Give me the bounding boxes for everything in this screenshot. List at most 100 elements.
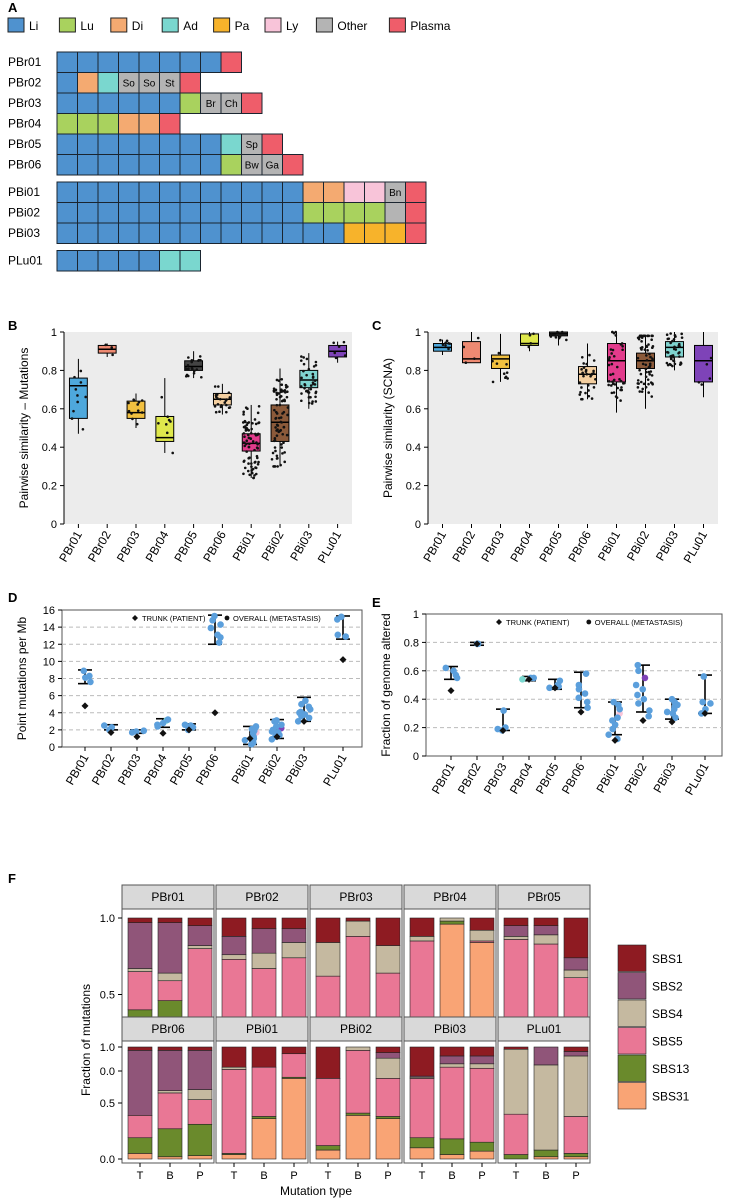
data-point <box>584 391 587 395</box>
metastasis-point <box>278 721 285 729</box>
data-point <box>619 343 623 346</box>
data-point <box>300 392 303 395</box>
y-tick-label: 0 <box>415 519 421 531</box>
data-point <box>251 440 255 443</box>
signature-segment-sbs1 <box>187 917 213 926</box>
site-cell-li <box>282 202 304 224</box>
site-cell-li <box>118 222 140 244</box>
data-point <box>70 417 74 420</box>
x-tick-label: B <box>260 1170 267 1182</box>
data-point <box>473 357 476 360</box>
data-point <box>228 406 232 409</box>
data-point <box>242 460 246 463</box>
data-point <box>673 362 677 366</box>
site-cell-li <box>220 181 242 203</box>
data-point <box>278 403 282 407</box>
data-point <box>243 419 247 423</box>
x-tick-label: B <box>448 1170 455 1182</box>
data-point <box>553 333 556 337</box>
metastasis-point <box>132 728 140 735</box>
signature-segment-sbs31 <box>563 1156 589 1160</box>
metastasis-point <box>333 616 341 623</box>
facet-strip <box>309 884 403 910</box>
signature-segment-sbs2 <box>127 1050 153 1116</box>
data-point <box>307 401 311 405</box>
data-point <box>300 355 303 358</box>
site-cell-li <box>138 92 160 114</box>
data-point <box>283 460 287 464</box>
data-point <box>280 443 283 446</box>
site-cell-li <box>179 181 201 203</box>
data-point <box>272 390 276 393</box>
x-axis-title: Mutation type <box>280 1184 352 1198</box>
legend-swatch-sbs31 <box>617 1082 647 1110</box>
metastasis-point <box>672 714 679 721</box>
data-point <box>253 461 257 464</box>
sample-label: PBi02 <box>8 206 40 220</box>
signature-segment-sbs4 <box>315 942 341 977</box>
data-point <box>615 396 619 399</box>
sample-label: PBr04 <box>8 117 42 131</box>
signature-segment-sbs4 <box>563 969 589 978</box>
y-tick-label: 0.5 <box>100 1098 115 1110</box>
data-point <box>299 359 303 362</box>
legend-label-sbs5: SBS5 <box>652 1034 683 1048</box>
site-cell-li <box>159 92 181 114</box>
data-point <box>243 425 247 428</box>
y-tick-label: 1.0 <box>100 913 115 925</box>
data-point <box>587 394 591 398</box>
data-point <box>644 370 648 374</box>
data-point <box>491 380 495 384</box>
site-cell-li <box>159 51 181 73</box>
signature-segment-sbs4 <box>127 968 153 972</box>
data-point <box>665 333 669 336</box>
site-cell-li <box>77 222 99 244</box>
data-point <box>580 368 583 371</box>
metastasis-point <box>519 676 526 683</box>
signature-segment-sbs2 <box>563 1051 589 1057</box>
signature-segment-sbs13 <box>469 1141 495 1152</box>
x-tick-label: PBr01 <box>56 528 85 564</box>
site-cell-li <box>159 154 181 176</box>
metastasis-point <box>215 639 223 646</box>
signature-segment-sbs1 <box>345 917 371 922</box>
data-point <box>242 432 246 435</box>
data-point <box>592 369 595 373</box>
data-point <box>648 365 652 369</box>
data-point <box>216 403 220 406</box>
data-point <box>243 441 246 444</box>
metastasis-point <box>100 722 108 729</box>
signature-segment-sbs5 <box>563 1116 589 1154</box>
y-tick-label: 0.4 <box>42 442 57 454</box>
site-cell-li <box>118 154 140 176</box>
x-tick-label: PBr05 <box>533 760 562 796</box>
x-tick-label: PBr06 <box>559 760 588 796</box>
site-cell-di <box>302 181 324 203</box>
signature-segment-sbs4 <box>221 954 247 960</box>
data-point <box>250 427 253 431</box>
site-cell-li <box>200 154 222 176</box>
signature-segment-sbs2 <box>187 1050 213 1090</box>
data-point <box>592 359 596 362</box>
panel-b-label: B <box>8 318 17 333</box>
data-point <box>281 432 285 436</box>
data-point <box>309 384 313 387</box>
data-point <box>245 439 249 443</box>
x-tick-label: PBr02 <box>89 751 118 787</box>
y-tick-label: 0.2 <box>406 481 421 493</box>
box-pbr03 <box>491 354 510 369</box>
data-point <box>245 450 248 453</box>
legend-overall-label: OVERALL (METASTASIS) <box>233 614 321 623</box>
signature-segment-sbs5 <box>187 1099 213 1125</box>
box-plu01 <box>694 344 713 383</box>
data-point <box>528 333 532 337</box>
data-point <box>273 439 277 442</box>
x-tick-label: P <box>478 1170 485 1182</box>
metastasis-point <box>634 661 642 669</box>
data-point <box>313 379 317 382</box>
data-point <box>186 374 190 378</box>
data-point <box>343 354 347 357</box>
site-cell-li <box>118 133 140 155</box>
data-point <box>582 366 586 369</box>
data-point <box>709 356 713 360</box>
